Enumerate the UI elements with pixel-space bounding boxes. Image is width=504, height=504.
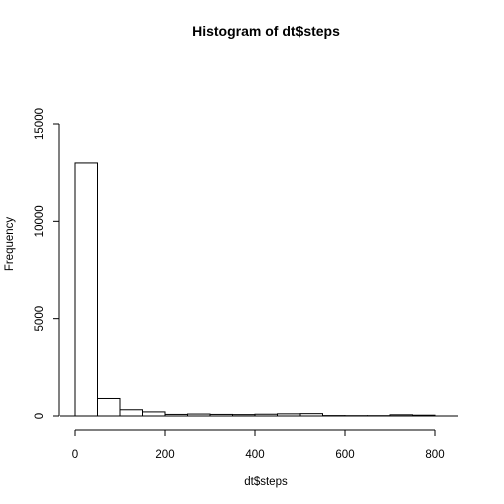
histogram-bar-1 (97, 397, 121, 417)
x-axis: 0 200 400 600 800 (72, 429, 445, 461)
x-tick-label-0: 0 (72, 449, 78, 461)
histogram-bar-0 (74, 162, 98, 417)
y-axis-label: Frequency (4, 217, 16, 272)
y-axis: 0 5000 10000 15000 (34, 108, 60, 419)
histogram-bar-3 (142, 411, 166, 417)
histogram-bar-2 (119, 409, 143, 417)
y-tick-label-0: 0 (34, 413, 46, 419)
y-tick-label-1: 5000 (34, 306, 46, 332)
x-tick-label-2: 400 (245, 449, 264, 461)
x-tick-label-3: 600 (335, 449, 354, 461)
chart-title: Histogram of dt$steps (192, 23, 340, 39)
histogram-bars (60, 162, 458, 417)
x-tick-label-1: 200 (155, 449, 174, 461)
x-axis-label: dt$steps (244, 476, 288, 488)
x-tick-label-4: 800 (425, 449, 444, 461)
y-tick-label-3: 15000 (34, 108, 46, 140)
y-tick-label-2: 10000 (34, 205, 46, 237)
